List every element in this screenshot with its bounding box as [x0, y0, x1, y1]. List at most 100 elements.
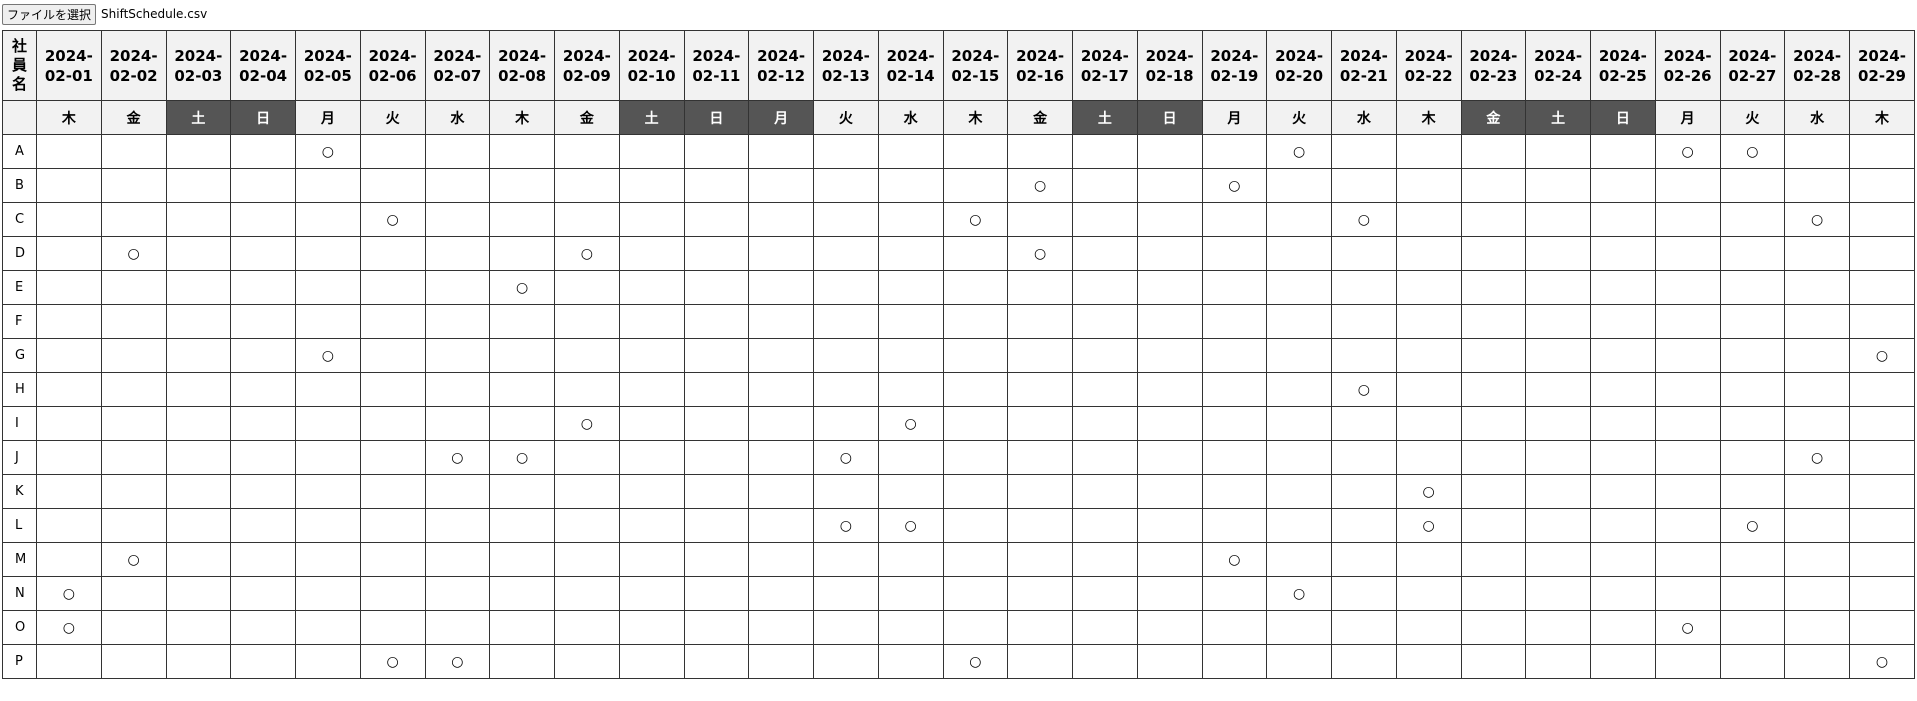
cell — [683, 168, 750, 203]
cell — [683, 304, 750, 339]
cell — [877, 304, 944, 339]
cell — [554, 338, 620, 373]
cell — [748, 474, 814, 509]
cell — [1136, 372, 1203, 407]
file-button[interactable]: ファイルを選択 — [2, 3, 97, 25]
cell — [1849, 236, 1915, 271]
shift-mark: ○ — [877, 406, 944, 441]
cell — [100, 134, 167, 169]
cell — [1266, 440, 1332, 475]
weekday-header: 木 — [1395, 100, 1462, 135]
cell — [1136, 134, 1203, 169]
cell — [1395, 134, 1462, 169]
cell — [100, 202, 167, 237]
cell — [1395, 576, 1462, 611]
cell — [1849, 372, 1915, 407]
employee-name: I — [2, 406, 37, 441]
cell — [230, 304, 296, 339]
cell — [1331, 474, 1397, 509]
cell — [1072, 270, 1138, 305]
cell — [36, 474, 102, 509]
weekday-header: 日 — [1136, 100, 1203, 135]
cell — [942, 508, 1009, 543]
cell — [813, 542, 879, 577]
cell — [1007, 644, 1073, 679]
cell — [359, 406, 426, 441]
cell — [1460, 508, 1527, 543]
cell — [36, 542, 102, 577]
cell — [1266, 372, 1332, 407]
cell — [554, 372, 620, 407]
cell — [683, 134, 750, 169]
shift-mark: ○ — [942, 644, 1009, 679]
cell — [1719, 576, 1786, 611]
cell — [1525, 338, 1591, 373]
employee-name: G — [2, 338, 37, 373]
shift-mark: ○ — [1266, 576, 1332, 611]
cell — [165, 542, 232, 577]
cell — [1395, 372, 1462, 407]
cell — [748, 134, 814, 169]
shift-mark: ○ — [554, 236, 620, 271]
cell — [1395, 440, 1462, 475]
cell — [1784, 304, 1850, 339]
cell — [942, 372, 1009, 407]
cell — [359, 134, 426, 169]
shift-mark: ○ — [554, 406, 620, 441]
cell — [359, 168, 426, 203]
cell — [1007, 542, 1073, 577]
cell — [1007, 610, 1073, 645]
date-header: 2024-02-20 — [1266, 30, 1332, 101]
cell — [1719, 474, 1786, 509]
cell — [1784, 474, 1850, 509]
shift-mark: ○ — [1201, 542, 1268, 577]
weekday-header: 水 — [1784, 100, 1850, 135]
cell — [230, 168, 296, 203]
cell — [554, 576, 620, 611]
shift-mark: ○ — [1007, 168, 1073, 203]
cell — [295, 644, 361, 679]
weekday-header: 木 — [36, 100, 102, 135]
cell — [1460, 338, 1527, 373]
cell — [424, 372, 491, 407]
cell — [295, 202, 361, 237]
cell — [36, 304, 102, 339]
cell — [1849, 304, 1915, 339]
cell — [942, 542, 1009, 577]
employee-row: I ○ ○ — [2, 406, 1915, 441]
date-header: 2024-02-18 — [1136, 30, 1203, 101]
cell — [1072, 542, 1138, 577]
cell — [1136, 440, 1203, 475]
cell — [1784, 406, 1850, 441]
cell — [1072, 134, 1138, 169]
cell — [813, 610, 879, 645]
cell — [1072, 474, 1138, 509]
cell — [813, 134, 879, 169]
cell — [1654, 236, 1721, 271]
cell — [424, 202, 491, 237]
cell — [1460, 542, 1527, 577]
cell — [1590, 168, 1656, 203]
cell — [359, 372, 426, 407]
cell — [36, 338, 102, 373]
cell — [1266, 202, 1332, 237]
cell — [295, 270, 361, 305]
cell — [1849, 508, 1915, 543]
cell — [1719, 406, 1786, 441]
cell — [683, 202, 750, 237]
cell — [1266, 406, 1332, 441]
cell — [230, 508, 296, 543]
cell — [942, 406, 1009, 441]
cell — [1331, 304, 1397, 339]
cell — [1331, 542, 1397, 577]
cell — [1266, 508, 1332, 543]
cell — [618, 440, 685, 475]
cell — [618, 270, 685, 305]
cell — [554, 474, 620, 509]
shift-mark: ○ — [36, 576, 102, 611]
cell — [1072, 440, 1138, 475]
date-header: 2024-02-23 — [1460, 30, 1527, 101]
cell — [748, 406, 814, 441]
cell — [100, 270, 167, 305]
cell — [1331, 610, 1397, 645]
